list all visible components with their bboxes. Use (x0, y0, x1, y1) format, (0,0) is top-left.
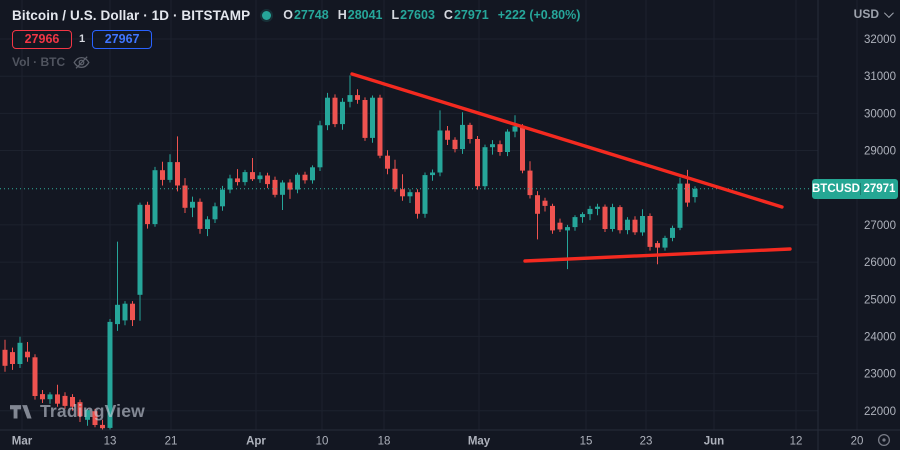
ask-price-button[interactable]: 27967 (92, 29, 153, 49)
time-tick-label: Apr (246, 436, 266, 448)
eye-hidden-icon[interactable] (73, 55, 90, 69)
axis-settings-icon[interactable] (877, 433, 891, 447)
spread-value: 1 (79, 33, 86, 45)
volume-indicator-label[interactable]: Vol · BTC (12, 55, 66, 69)
time-axis[interactable]: Mar 13 21 Apr 10 18 May 15 23 Jun 12 20 (12, 436, 864, 448)
price-tick-label: 26000 (864, 257, 896, 269)
time-tick-label: 23 (640, 436, 653, 448)
time-tick-label: 20 (851, 436, 864, 448)
high-label: H (337, 8, 347, 22)
open-label: O (283, 8, 293, 22)
badge-symbol: BTCUSD (812, 183, 861, 195)
low-label: L (391, 8, 400, 22)
trendline-ascending-support[interactable] (523, 247, 792, 263)
close-value: 27971 (453, 8, 489, 22)
time-tick-label: 13 (104, 436, 117, 448)
time-tick-label: May (468, 436, 491, 448)
time-tick-label: 10 (316, 436, 329, 448)
price-tick-label: 22000 (864, 406, 896, 418)
high-value: 28041 (347, 8, 383, 22)
currency-dropdown[interactable]: USD (853, 7, 894, 21)
time-tick-label: 12 (790, 436, 803, 448)
symbol-title[interactable]: Bitcoin / U.S. Dollar · 1D · BITSTAMP (12, 7, 251, 23)
change-value: +222 (+0.80%) (497, 8, 581, 22)
time-tick-label: 18 (378, 436, 391, 448)
ohlc-values: O 27748 H 28041 L 27603 C 27971 +222 (+0.80%… (283, 8, 580, 22)
price-tick-label: 29000 (864, 146, 896, 158)
market-status-dot (262, 10, 272, 20)
time-tick-label: Mar (12, 436, 33, 448)
badge-price: 27971 (863, 183, 896, 195)
price-tick-label: 27000 (864, 220, 896, 232)
time-tick-label: 21 (165, 436, 178, 448)
price-tick-label: 31000 (864, 71, 896, 83)
time-tick-label: 15 (580, 436, 593, 448)
trendline-descending-resistance[interactable] (350, 72, 784, 209)
price-tick-label: 24000 (864, 331, 896, 343)
open-value: 27748 (293, 8, 329, 22)
low-value: 27603 (400, 8, 435, 22)
price-tick-label: 32000 (864, 34, 896, 46)
candlestick-series (2, 75, 698, 431)
last-price-badge: BTCUSD 27971 (812, 179, 898, 199)
close-label: C (443, 8, 453, 22)
bid-price-button[interactable]: 27966 (12, 29, 72, 49)
price-axis[interactable]: 32000 31000 30000 29000 27000 26000 25000 24000… (864, 34, 896, 418)
currency-label: USD (853, 7, 879, 21)
price-tick-label: 25000 (864, 294, 896, 306)
price-tick-label: 30000 (864, 108, 896, 120)
price-tick-label: 23000 (864, 369, 896, 381)
time-tick-label: Jun (704, 436, 724, 448)
